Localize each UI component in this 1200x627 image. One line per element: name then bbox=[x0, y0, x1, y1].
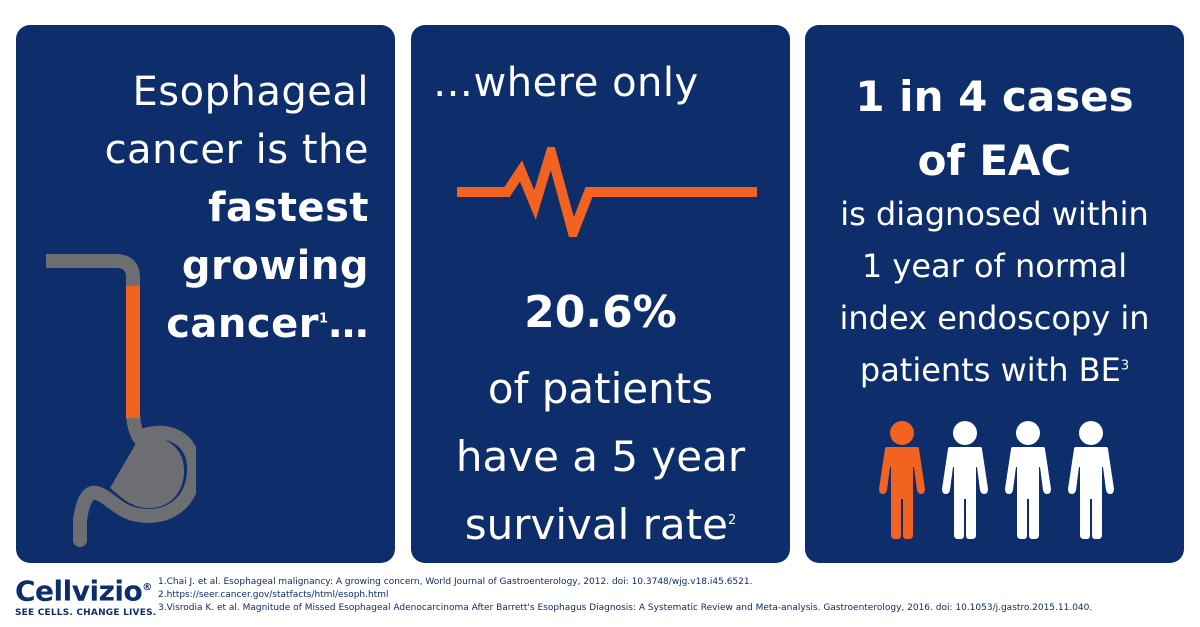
panel3-lines: is diagnosed within 1 year of normal ind… bbox=[805, 188, 1184, 396]
panel3-line4: patients with BE3 bbox=[805, 344, 1184, 396]
panel3-headline2: of EAC bbox=[917, 136, 1072, 185]
panel3-line3: index endoscopy in bbox=[839, 299, 1150, 337]
panel1-line3: fastest bbox=[208, 185, 369, 231]
panel-eac-cases: 1 in 4 cases of EAC is diagnosed within … bbox=[805, 25, 1184, 563]
panel2-survival: survival rate bbox=[464, 500, 728, 549]
logo-tagline: SEE CELLS. CHANGE LIVES. bbox=[15, 608, 157, 619]
person-icon bbox=[1005, 421, 1051, 539]
panel-fastest-growing: Esophageal cancer is the fastest growing… bbox=[16, 25, 395, 563]
panel1-line5: cancer1… bbox=[105, 295, 369, 353]
reference-2: 2.https://seer.cancer.gov/statfacts/html… bbox=[158, 590, 389, 600]
panel-survival-rate: …where only 20.6% of patients have a 5 y… bbox=[411, 25, 790, 563]
reference-1: 1.Chai J. et al. Esophageal malignancy: … bbox=[158, 577, 753, 587]
reference-1-sup: 1 bbox=[318, 311, 329, 327]
reference-3: 3.Visrodia K. et al. Magnitude of Missed… bbox=[158, 603, 1093, 613]
people-icons bbox=[879, 421, 1114, 539]
logo-registered: ® bbox=[142, 582, 152, 593]
panel1-line1: Esophageal bbox=[132, 69, 369, 115]
panel1-line4: growing bbox=[181, 243, 369, 289]
panel2-top-text: …where only bbox=[433, 60, 699, 106]
survival-stat: 20.6% bbox=[524, 287, 677, 338]
logo-name: Cellvizio bbox=[15, 574, 143, 608]
panel2-line3: survival rate2 bbox=[411, 491, 790, 559]
panel2-lines: of patients have a 5 year survival rate2 bbox=[411, 355, 790, 559]
panel2-line1: of patients bbox=[487, 364, 714, 413]
heartbeat-line-icon bbox=[457, 147, 757, 237]
cellvizio-logo: Cellvizio® SEE CELLS. CHANGE LIVES. bbox=[15, 573, 157, 619]
person-icon-highlighted bbox=[879, 421, 925, 539]
panel3-line1: is diagnosed within bbox=[840, 195, 1149, 233]
panel1-ellipsis: … bbox=[328, 301, 369, 347]
panel2-line2: have a 5 year bbox=[455, 432, 746, 481]
panel1-cancer: cancer bbox=[166, 301, 319, 347]
person-icon bbox=[1068, 421, 1114, 539]
panel3-line2: 1 year of normal bbox=[861, 247, 1128, 285]
panel3-patients: patients with BE bbox=[859, 351, 1121, 389]
panel1-text: Esophageal cancer is the fastest growing… bbox=[105, 63, 369, 353]
person-icon bbox=[942, 421, 988, 539]
panel3-headline1: 1 in 4 cases bbox=[855, 72, 1134, 121]
references: 1.Chai J. et al. Esophageal malignancy: … bbox=[158, 576, 1092, 615]
esophagus-illustration-icon bbox=[46, 254, 196, 547]
reference-3-sup: 3 bbox=[1120, 358, 1130, 374]
panel3-headline: 1 in 4 cases of EAC bbox=[805, 65, 1184, 193]
reference-2-sup: 2 bbox=[727, 513, 737, 528]
panel1-line2: cancer is the bbox=[104, 127, 369, 173]
